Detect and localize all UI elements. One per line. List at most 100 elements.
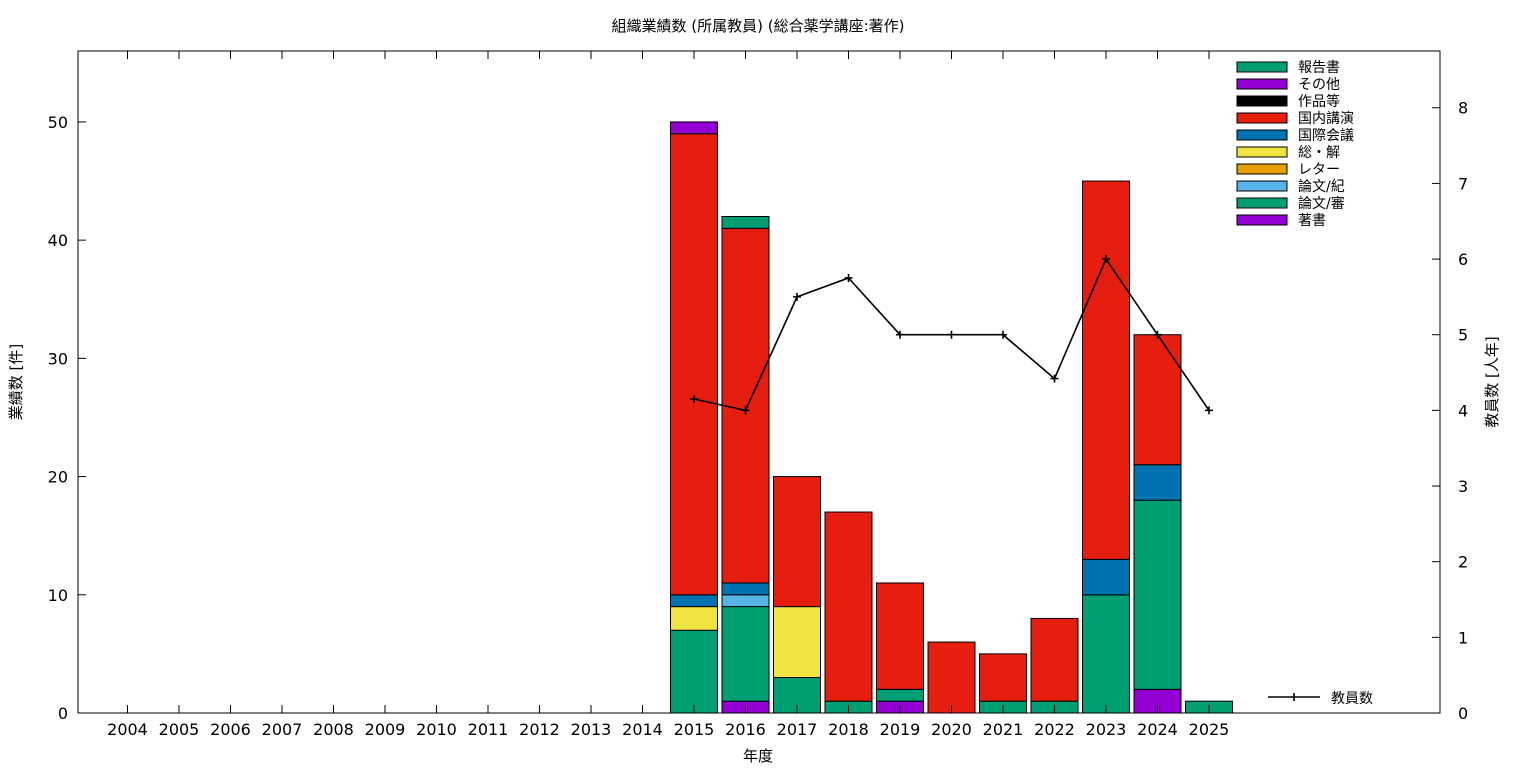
bar-segment-2017-s6 xyxy=(773,476,821,608)
x-tick-label: 2012 xyxy=(519,720,560,739)
x-tick-label: 2015 xyxy=(674,720,715,739)
legend-label-faculty-count: 教員数 xyxy=(1331,691,1373,707)
legend-swatch-その他 xyxy=(1236,78,1288,90)
bar-segment-2015-s5 xyxy=(670,594,718,608)
y2-tick-label: 8 xyxy=(1458,99,1468,118)
y-tick-label: 40 xyxy=(48,231,68,250)
faculty-count-point xyxy=(1102,255,1110,264)
x-tick-label: 2021 xyxy=(983,720,1024,739)
x-tick-label: 2025 xyxy=(1189,720,1230,739)
faculty-count-point xyxy=(844,273,853,282)
x-tick-label: 2020 xyxy=(931,720,972,739)
bar-segment-2015-s1 xyxy=(670,629,718,714)
x-tick-label: 2013 xyxy=(571,720,612,739)
bar-segment-2024-s1 xyxy=(1133,499,1182,690)
y2-tick-label: 6 xyxy=(1458,250,1468,269)
bars-layer xyxy=(670,121,1233,714)
legend-swatch-著書 xyxy=(1236,214,1288,226)
faculty-count-point xyxy=(741,406,750,415)
bar-segment-2018-s6 xyxy=(824,511,873,702)
bar-segment-2019-s1 xyxy=(876,688,924,702)
x-tick-label: 2018 xyxy=(828,720,869,739)
legend-label-報告書: 報告書 xyxy=(1298,60,1340,76)
legend-swatch-国際会議 xyxy=(1236,129,1288,141)
bar-segment-2023-s1 xyxy=(1082,594,1130,714)
legend-label-論文/審: 論文/審 xyxy=(1298,196,1345,212)
y2-tick-label: 5 xyxy=(1458,326,1468,345)
x-tick-label: 2019 xyxy=(880,720,921,739)
bar-segment-2024-s6 xyxy=(1133,334,1182,466)
y2-tick-label: 0 xyxy=(1458,704,1468,723)
legend-label-総・解: 総・解 xyxy=(1298,145,1340,161)
faculty-count-point xyxy=(947,330,956,339)
bar-segment-2016-s1 xyxy=(721,606,770,702)
x-tick-label: 2009 xyxy=(365,720,406,739)
bar-segment-2016-s6 xyxy=(721,227,770,584)
x-tick-label: 2006 xyxy=(210,720,251,739)
legend-label-レター: レター xyxy=(1298,162,1340,178)
plot-area-frame xyxy=(77,50,1441,714)
faculty-count-point xyxy=(690,395,698,404)
x-tick-label: 2017 xyxy=(777,720,818,739)
bar-segment-2015-s6 xyxy=(670,133,718,596)
legend-label-著書: 著書 xyxy=(1298,213,1326,229)
x-tick-label: 2014 xyxy=(622,720,663,739)
x-tick-label: 2010 xyxy=(416,720,457,739)
x-tick-label: 2005 xyxy=(159,720,200,739)
x-tick-label: 2016 xyxy=(725,720,766,739)
y2-tick-label: 2 xyxy=(1458,553,1468,572)
x-tick-label: 2023 xyxy=(1086,720,1127,739)
bar-segment-2019-s6 xyxy=(876,582,924,690)
axis-ticks: 0 10 20 30 40 50 0 1 2 3 4 5 6 7 8 2004 2005 2006 2007 2008… xyxy=(48,51,1468,739)
y2-axis-label: 教員数 [人年] xyxy=(1483,336,1501,427)
y2-tick-label: 1 xyxy=(1458,628,1468,647)
faculty-count-point xyxy=(999,330,1007,339)
faculty-count-point xyxy=(793,292,801,301)
legend-swatch-作品等 xyxy=(1236,95,1288,107)
bar-segment-2015-s4 xyxy=(670,606,718,631)
faculty-count-point xyxy=(1153,330,1162,339)
y-tick-label: 50 xyxy=(48,113,68,132)
legend-swatch-国内講演 xyxy=(1236,112,1288,124)
legend-swatch-総・解 xyxy=(1236,146,1288,158)
chart-title: 組織業績数 (所属教員) (総合薬学講座:著作) xyxy=(612,17,905,35)
bar-segment-2022-s6 xyxy=(1030,617,1079,702)
bar-segment-2016-s5 xyxy=(721,582,770,596)
x-tick-label: 2008 xyxy=(313,720,354,739)
bar-segment-2020-s6 xyxy=(927,641,976,714)
y-tick-label: 30 xyxy=(48,349,68,368)
bar-segment-2024-s5 xyxy=(1133,464,1182,501)
bar-segment-2015-s8 xyxy=(670,121,718,135)
y2-tick-label: 3 xyxy=(1458,477,1468,496)
bar-segment-2016-s2 xyxy=(721,594,770,608)
legend-label-作品等: 作品等 xyxy=(1298,93,1340,110)
legend-swatch-レター xyxy=(1236,163,1288,175)
faculty-count-point xyxy=(1050,374,1059,383)
x-axis-label: 年度 xyxy=(743,747,773,765)
legend-label-国内講演: 国内講演 xyxy=(1298,111,1354,127)
bar-segment-2023-s5 xyxy=(1082,558,1130,596)
legend-label-国際会議: 国際会議 xyxy=(1298,127,1354,144)
faculty-count-point xyxy=(1205,406,1213,415)
x-tick-label: 2004 xyxy=(107,720,148,739)
y-tick-label: 10 xyxy=(48,586,68,605)
bar-segment-2021-s6 xyxy=(979,653,1027,702)
legend-label-その他: その他 xyxy=(1298,77,1340,93)
x-tick-label: 2007 xyxy=(262,720,303,739)
faculty-count-line-layer xyxy=(690,255,1213,415)
y-axis-label: 業績数 [件] xyxy=(7,344,25,420)
legend-swatch-論文/審 xyxy=(1236,197,1288,209)
bar-segment-2023-s6 xyxy=(1082,180,1130,560)
x-tick-label: 2011 xyxy=(468,720,509,739)
x-tick-label: 2022 xyxy=(1034,720,1075,739)
x-tick-label: 2024 xyxy=(1137,720,1178,739)
y-tick-label: 0 xyxy=(58,704,68,723)
legend-swatch-論文/紀 xyxy=(1236,180,1288,192)
y2-tick-label: 7 xyxy=(1458,174,1468,193)
legend-label-論文/紀: 論文/紀 xyxy=(1298,179,1345,195)
legend-swatch-報告書 xyxy=(1236,61,1288,73)
bar-segment-2016-s9 xyxy=(721,216,770,229)
